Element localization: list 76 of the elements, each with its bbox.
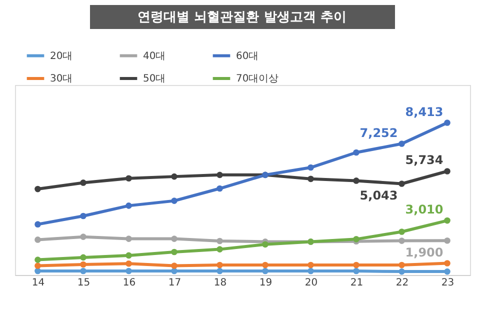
legend-label: 70대이상 (236, 74, 279, 84)
x-tick-label: 14 (32, 278, 45, 288)
point (216, 268, 223, 274)
legend-label: 40대 (143, 50, 166, 62)
point (171, 236, 178, 242)
x-tick-label: 16 (122, 278, 136, 288)
point (126, 268, 132, 274)
data-label: 1,900 (405, 246, 444, 260)
point (353, 262, 360, 268)
data-label: 3,010 (405, 202, 444, 217)
point (34, 236, 41, 243)
point (126, 175, 132, 182)
point (80, 261, 86, 268)
legend-label: 60대 (236, 50, 259, 62)
point (353, 178, 360, 184)
point (262, 241, 268, 248)
point (398, 268, 405, 275)
point (216, 262, 223, 268)
point (216, 185, 223, 192)
point (262, 268, 268, 274)
x-tick-label: 17 (168, 278, 182, 288)
point (126, 252, 132, 259)
legend-label: 50대 (143, 74, 166, 84)
point (126, 260, 132, 267)
point (216, 238, 223, 244)
data-label: 8,413 (405, 104, 444, 119)
point (34, 221, 41, 228)
data-label: 7,252 (360, 126, 398, 140)
chart-title: 연령대별 뇌혈관질환 발생고객 추이 (138, 10, 346, 25)
point (171, 198, 178, 204)
point (398, 262, 405, 268)
point (444, 237, 450, 244)
point (171, 268, 178, 274)
point (216, 246, 223, 252)
legend-label: 30대 (50, 74, 73, 84)
x-tick-label: 18 (214, 278, 227, 288)
point (398, 238, 405, 244)
point (444, 217, 450, 224)
point (308, 268, 314, 274)
point (444, 260, 450, 266)
point (398, 228, 405, 235)
point (398, 140, 405, 147)
point (126, 236, 132, 242)
point (80, 234, 86, 240)
point (308, 176, 314, 182)
point (171, 262, 178, 269)
x-tick-label: 20 (304, 278, 318, 288)
point (444, 120, 450, 126)
x-tick-label: 21 (350, 278, 364, 288)
point (80, 212, 86, 220)
data-label: 5,043 (360, 188, 398, 203)
point (126, 202, 132, 209)
point (171, 248, 178, 256)
point (216, 172, 223, 178)
point (262, 262, 268, 268)
point (80, 254, 86, 261)
legend-label: 20대 (50, 50, 73, 62)
point (34, 268, 41, 274)
point (398, 180, 405, 187)
point (308, 262, 314, 268)
point (353, 149, 360, 156)
point (353, 268, 360, 274)
point (444, 268, 450, 275)
point (34, 256, 41, 263)
point (80, 180, 86, 186)
x-tick-label: 15 (77, 278, 90, 288)
x-tick-label: 22 (396, 278, 409, 288)
point (308, 164, 314, 171)
point (80, 268, 86, 274)
point (444, 168, 450, 174)
x-tick-label: 23 (441, 278, 454, 288)
x-tick-label: 19 (259, 278, 272, 288)
data-label: 5,734 (405, 153, 444, 168)
point (171, 173, 178, 180)
point (34, 186, 41, 192)
point (34, 262, 41, 269)
